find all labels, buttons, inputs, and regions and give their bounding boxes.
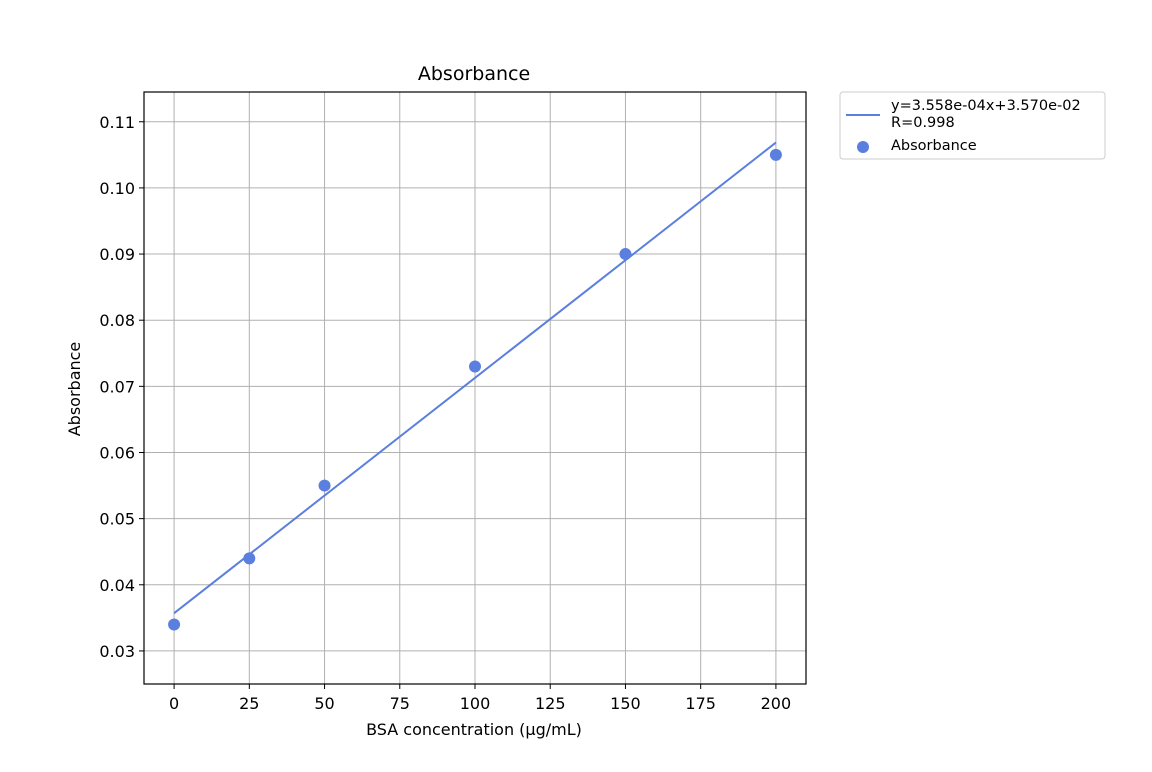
data-point xyxy=(168,618,181,631)
y-tick-label: 0.10 xyxy=(99,179,135,198)
data-point xyxy=(243,552,256,565)
y-tick-label: 0.05 xyxy=(99,510,135,529)
y-tick-label: 0.11 xyxy=(99,113,135,132)
data-point xyxy=(318,479,331,492)
data-point xyxy=(469,360,481,373)
chart-title: Absorbance xyxy=(418,63,530,85)
data-point xyxy=(769,148,782,161)
legend-points-label: Absorbance xyxy=(891,138,977,154)
grid-lines xyxy=(144,92,806,684)
y-tick-label: 0.09 xyxy=(99,245,135,264)
legend-points-swatch xyxy=(857,141,869,153)
x-tick-label: 175 xyxy=(685,694,716,713)
y-axis-label: Absorbance xyxy=(65,342,84,437)
x-tick-label: 75 xyxy=(390,694,410,713)
y-tick-label: 0.08 xyxy=(99,311,135,330)
x-tick-label: 200 xyxy=(761,694,792,713)
x-axis-label: BSA concentration (µg/mL) xyxy=(366,720,582,739)
x-tick-label: 100 xyxy=(460,694,491,713)
y-axis-ticks: 0.03 0.04 0.05 0.06 0.07 0.08 0.09 0.10 0.11 xyxy=(99,113,144,661)
y-tick-label: 0.07 xyxy=(99,377,135,396)
legend-fit-r-value: R=0.998 xyxy=(891,115,955,131)
fit-line xyxy=(173,141,777,615)
fit-line-layer xyxy=(173,141,777,615)
y-tick-label: 0.06 xyxy=(99,443,135,462)
data-point xyxy=(619,248,632,261)
legend-fit-equation: y=3.558e-04x+3.570e-02 xyxy=(891,98,1081,114)
x-tick-label: 25 xyxy=(239,694,259,713)
y-tick-label: 0.03 xyxy=(99,642,135,661)
x-axis-ticks: 0 25 50 75 100 125 150 175 200 xyxy=(169,684,791,713)
legend: y=3.558e-04x+3.570e-02 R=0.998 Absorbanc… xyxy=(839,91,1106,160)
y-tick-label: 0.04 xyxy=(99,576,135,595)
x-tick-label: 125 xyxy=(535,694,566,713)
x-tick-label: 150 xyxy=(610,694,641,713)
x-tick-label: 50 xyxy=(314,694,334,713)
legend-frame xyxy=(839,91,1106,160)
x-tick-label: 0 xyxy=(169,694,179,713)
data-points xyxy=(168,148,782,631)
